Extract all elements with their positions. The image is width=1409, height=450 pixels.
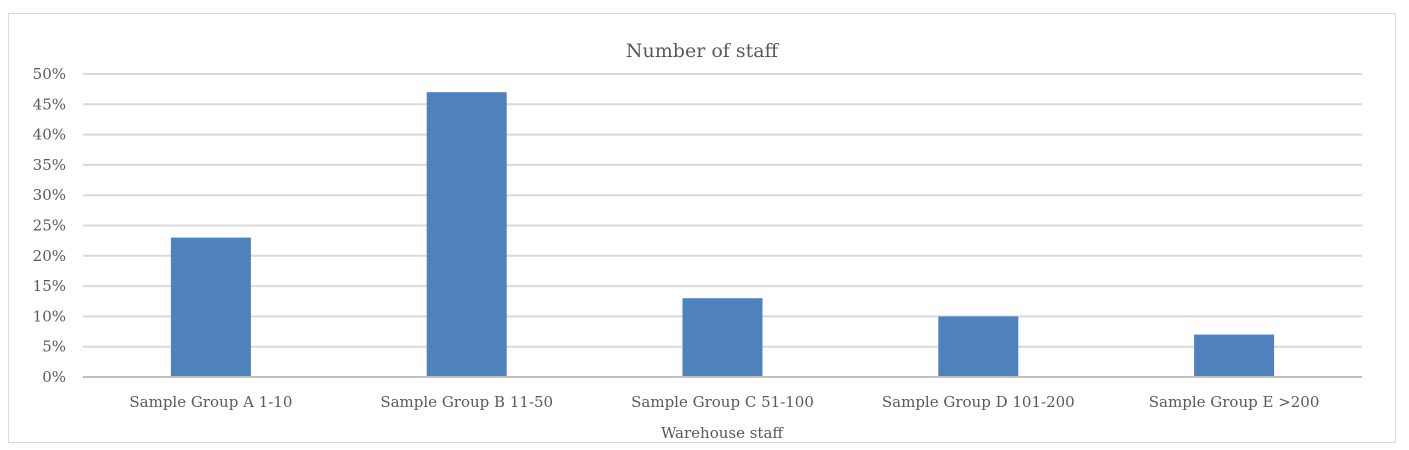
bar bbox=[1194, 334, 1275, 377]
y-tick-label: 40% bbox=[33, 126, 66, 144]
y-tick-label: 5% bbox=[42, 338, 66, 356]
y-tick-label: 0% bbox=[42, 368, 66, 386]
bar bbox=[426, 92, 507, 378]
x-category-label: Sample Group A 1-10 bbox=[129, 393, 292, 411]
y-tick-label: 15% bbox=[33, 277, 66, 295]
x-axis-title: Warehouse staff bbox=[661, 424, 784, 442]
y-axis-tick-labels: 0% 5% 10% 15% 20% 25% 30% 35% 40% 45% 50% bbox=[33, 65, 66, 386]
y-tick-label: 10% bbox=[33, 307, 66, 325]
bar bbox=[938, 316, 1019, 377]
y-tick-label: 25% bbox=[33, 217, 66, 235]
x-category-label: Sample Group D 101-200 bbox=[882, 393, 1075, 411]
y-tick-label: 45% bbox=[33, 95, 66, 113]
bars bbox=[170, 92, 1275, 378]
x-category-label: Sample Group E >200 bbox=[1149, 393, 1320, 411]
y-tick-label: 30% bbox=[33, 186, 66, 204]
bar bbox=[170, 237, 251, 377]
x-axis-category-labels: Sample Group A 1-10 Sample Group B 11-50 S… bbox=[129, 393, 1319, 411]
y-tick-label: 50% bbox=[33, 65, 66, 83]
x-category-label: Sample Group B 11-50 bbox=[380, 393, 553, 411]
y-tick-label: 35% bbox=[33, 156, 66, 174]
bar bbox=[682, 298, 763, 377]
gridlines bbox=[83, 73, 1362, 348]
x-category-label: Sample Group C 51-100 bbox=[631, 393, 814, 411]
y-tick-label: 20% bbox=[33, 247, 66, 265]
chart-title: Number of staff bbox=[626, 40, 780, 62]
